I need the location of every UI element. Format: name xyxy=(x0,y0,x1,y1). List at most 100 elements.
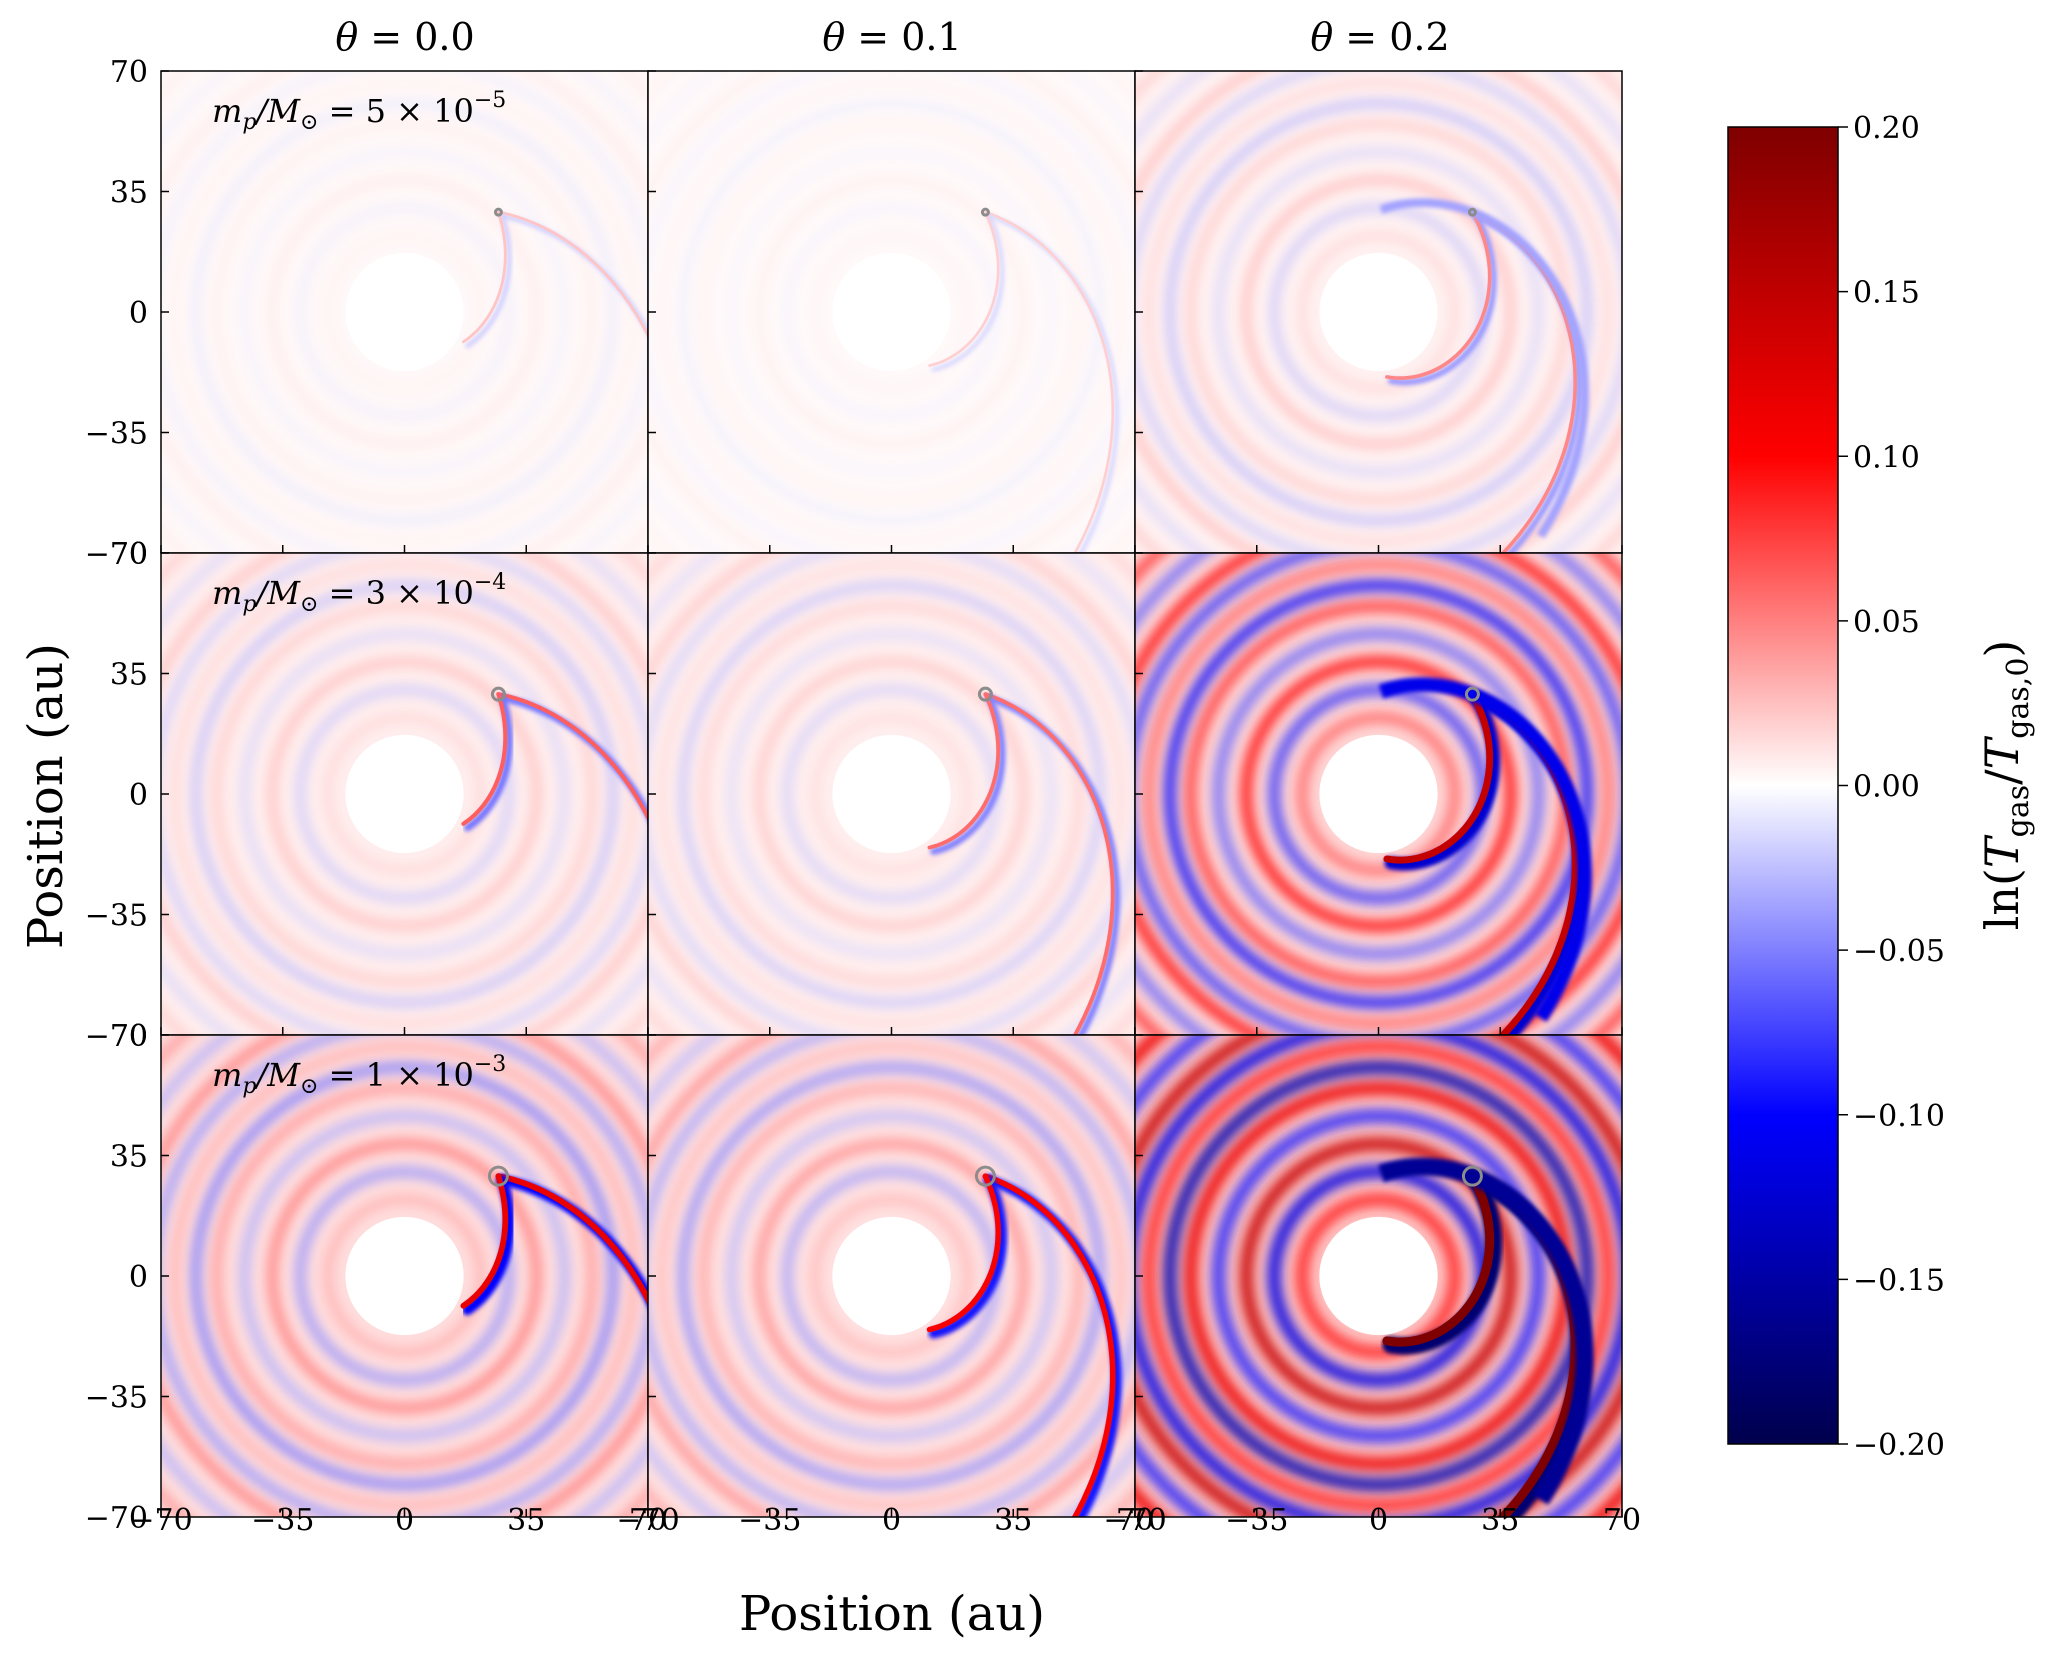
spiral-wake xyxy=(982,1173,1116,1517)
column-title-2: θ = 0.2 xyxy=(1310,15,1449,59)
colorbar-tick-label: 0.00 xyxy=(1853,770,1920,805)
inner-cavity xyxy=(1319,1216,1438,1336)
colorbar-tick-label: −0.05 xyxy=(1853,934,1945,969)
ring-perturbation xyxy=(1240,1137,1517,1415)
ring-perturbation xyxy=(242,149,567,475)
spiral-wake xyxy=(927,692,1001,850)
spiral-wake xyxy=(495,1173,648,1307)
spiral-wake xyxy=(461,692,508,826)
axis-ticks: −70 −35 0 35 70−70 −35 0 35 70−70 −35 0 35 7070350−3… xyxy=(85,55,1641,1538)
panel-r1-c1 xyxy=(647,552,1136,1036)
mass-label-row-0: mp/M⊙ = 5 × 10−5 xyxy=(212,88,506,135)
column-titles: θ = 0.0 θ = 0.1 θ = 0.2 xyxy=(335,15,1449,59)
inner-cavity xyxy=(1319,252,1438,372)
colorbar-label: ln(Tgas/Tgas,0) xyxy=(1975,640,2036,931)
ring-perturbation xyxy=(213,602,596,986)
ring-perturbation xyxy=(812,233,971,391)
y-tick-label: 35 xyxy=(110,176,148,211)
inner-cavity xyxy=(832,252,951,372)
x-tick-label: −35 xyxy=(251,1503,314,1538)
secondary-wake xyxy=(1379,198,1590,539)
colorbar-ticks: 0.20 0.15 0.10 0.05 0.00 −0.05 −0.10 −0.15 −0.20 xyxy=(1838,111,1945,1463)
planet-marker xyxy=(974,1165,996,1187)
y-tick-label: 0 xyxy=(129,296,148,331)
ring-perturbation xyxy=(679,582,1104,1006)
ring-perturbation xyxy=(756,658,1027,930)
ring-perturbation xyxy=(1297,712,1460,876)
panel-r1-c2 xyxy=(1134,552,1623,1036)
ring-perturbation xyxy=(192,582,617,1006)
colorbar-gradient xyxy=(1727,126,1839,1445)
ring-perturbation xyxy=(1215,149,1542,475)
spiral-wake xyxy=(984,210,1114,553)
ring-perturbation xyxy=(297,205,512,419)
y-tick-label: 70 xyxy=(110,537,148,572)
colorbar-tick-label: 0.20 xyxy=(1853,111,1920,146)
ring-perturbation xyxy=(755,1139,1028,1413)
secondary-wake xyxy=(1378,677,1592,1022)
y-axis-label: Position (au) xyxy=(18,643,74,949)
x-tick-label: 0 xyxy=(1369,1503,1388,1538)
ring-perturbation xyxy=(241,630,568,958)
panel-r2-c2 xyxy=(1134,1034,1623,1518)
planet-marker xyxy=(493,207,503,217)
spiral-wake xyxy=(983,692,1115,1035)
spiral-wake xyxy=(926,1173,1001,1333)
row-annotations: mp/M⊙ = 5 × 10−5 mp/M⊙ = 3 × 10−4 mp/M⊙ … xyxy=(212,88,506,1099)
ring-perturbation xyxy=(1146,79,1611,545)
ring-perturbation xyxy=(325,233,484,391)
ring-perturbation xyxy=(657,1042,1126,1510)
ring-perturbation xyxy=(810,1195,973,1357)
ring-perturbation xyxy=(1213,629,1544,959)
panel-grid xyxy=(160,70,1623,1518)
y-tick-label: 35 xyxy=(110,1140,148,1175)
spiral-wake xyxy=(928,210,1000,367)
inner-cavity xyxy=(345,252,464,372)
x-tick-label: −35 xyxy=(738,1503,801,1538)
column-title-0: θ = 0.0 xyxy=(335,15,474,59)
ring-perturbation xyxy=(214,121,595,503)
ring-perturbation xyxy=(700,603,1083,985)
ring-perturbation xyxy=(1299,232,1458,392)
x-tick-label: 70 xyxy=(1116,1503,1154,1538)
ring-perturbation xyxy=(658,561,1125,1027)
ring-perturbation xyxy=(729,149,1054,475)
planet-marker xyxy=(977,686,993,702)
mass-label-row-2: mp/M⊙ = 1 × 10−3 xyxy=(212,1052,506,1099)
spiral-wake-shadow xyxy=(930,694,1006,855)
spiral-wake-shadow xyxy=(465,213,512,349)
y-tick-label: −70 xyxy=(85,537,148,572)
x-tick-label: 35 xyxy=(507,1503,545,1538)
y-tick-label: 70 xyxy=(110,1019,148,1054)
ring-perturbation xyxy=(296,686,513,902)
ring-perturbation xyxy=(295,1167,514,1385)
y-tick-label: 0 xyxy=(129,778,148,813)
spiral-wake-shadow xyxy=(462,1174,515,1316)
planet-marker xyxy=(1467,207,1477,217)
colorbar-tick-label: −0.20 xyxy=(1853,1428,1945,1463)
y-tick-label: −35 xyxy=(85,417,148,452)
x-tick-label: −70 xyxy=(616,1503,679,1538)
planet-marker xyxy=(487,1165,509,1187)
inner-cavity xyxy=(345,1216,464,1336)
x-tick-label: −35 xyxy=(1225,1503,1288,1538)
inner-cavity xyxy=(832,734,951,854)
ring-perturbation xyxy=(1241,657,1516,931)
ring-perturbation xyxy=(323,1195,486,1357)
inner-cavity xyxy=(832,1216,951,1336)
spiral-wake xyxy=(1383,690,1494,864)
spiral-wake-shadow xyxy=(1387,213,1497,386)
y-tick-label: −35 xyxy=(85,1381,148,1416)
ring-perturbation xyxy=(1295,1193,1462,1359)
spiral-wake-shadow xyxy=(928,1175,1008,1339)
colorbar-tick-label: −0.15 xyxy=(1853,1263,1945,1298)
secondary-wake xyxy=(1378,1157,1594,1505)
panel-r0-c2 xyxy=(1134,70,1623,554)
panel-r2-c0 xyxy=(160,1034,649,1518)
column-title-1: θ = 0.1 xyxy=(822,15,961,59)
y-tick-label: −35 xyxy=(85,899,148,934)
ring-perturbation xyxy=(1142,1040,1615,1512)
ring-perturbation xyxy=(324,714,485,874)
ring-perturbation xyxy=(728,630,1055,958)
